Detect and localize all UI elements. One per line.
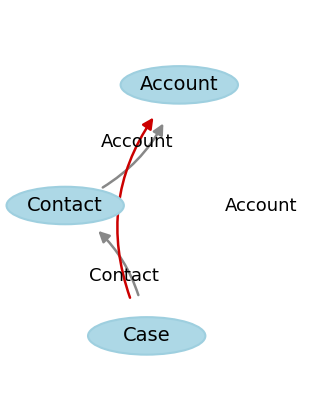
FancyArrowPatch shape: [100, 233, 138, 295]
Text: Contact: Contact: [89, 267, 159, 284]
Ellipse shape: [121, 66, 238, 104]
Ellipse shape: [88, 317, 205, 355]
Text: Contact: Contact: [27, 196, 103, 215]
FancyArrowPatch shape: [117, 120, 152, 298]
FancyArrowPatch shape: [103, 126, 162, 187]
Text: Account: Account: [140, 75, 219, 95]
Text: Account: Account: [101, 133, 173, 151]
Text: Case: Case: [123, 326, 170, 345]
Ellipse shape: [7, 187, 124, 224]
Text: Account: Account: [225, 196, 297, 215]
